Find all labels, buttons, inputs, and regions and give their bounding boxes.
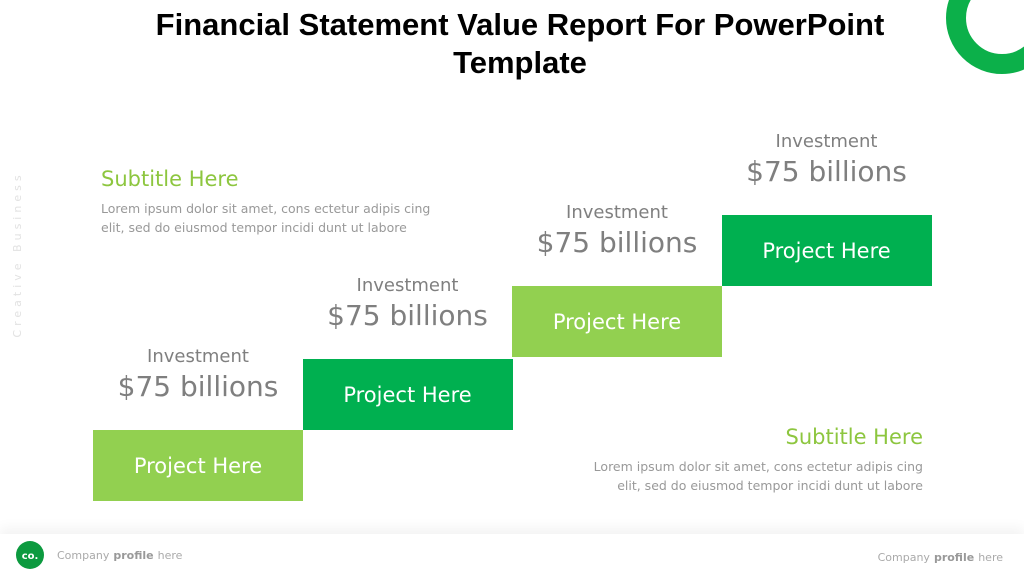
line: elit, sed do eiusmod tempor incidi dunt … <box>617 478 923 493</box>
subtitle: Subtitle Here <box>785 425 923 449</box>
body-text: Lorem ipsum dolor sit amet, cons ectetur… <box>101 199 430 237</box>
step-label: Investment <box>147 346 249 367</box>
logo: co. <box>16 541 44 569</box>
line: Lorem ipsum dolor sit amet, cons ectetur… <box>593 459 923 474</box>
text: Company <box>57 549 110 562</box>
text: profile <box>933 551 975 564</box>
step-amount: $75 billions <box>536 226 698 259</box>
footer-right: Company profile here <box>878 551 1003 564</box>
title: Financial Statement Value Report For Pow… <box>155 7 885 80</box>
text: here <box>157 549 183 562</box>
logo-text: co. <box>22 551 39 562</box>
step-box: Project Here <box>302 359 513 430</box>
text: Company <box>877 551 930 564</box>
step-label: Investment <box>566 202 668 223</box>
step-box: Project Here <box>721 215 932 286</box>
footer-left: Company profile here <box>57 549 182 562</box>
subtitle: Subtitle Here <box>101 167 239 191</box>
logo-circle <box>16 541 44 569</box>
step-amount: $75 billions <box>327 299 488 332</box>
body-text: Lorem ipsum dolor sit amet, cons ectetur… <box>594 457 923 495</box>
step-amount: $75 billions <box>117 370 279 403</box>
line: elit, sed do eiusmod tempor incidi dunt … <box>101 220 407 235</box>
side-text: Creative Business <box>11 171 24 338</box>
text: profile <box>113 549 154 562</box>
step-box: Project Here <box>93 430 303 501</box>
line: Lorem ipsum dolor sit amet, cons ectetur… <box>101 201 431 216</box>
ring <box>946 0 1024 74</box>
text: here <box>978 551 1003 564</box>
step-label: Investment <box>356 275 459 296</box>
step-box: Project Here <box>512 286 722 357</box>
footer: co. Company profile here Company profile her… <box>0 534 1024 576</box>
step-label: Investment <box>775 131 878 152</box>
step-amount: $75 billions <box>746 155 907 188</box>
